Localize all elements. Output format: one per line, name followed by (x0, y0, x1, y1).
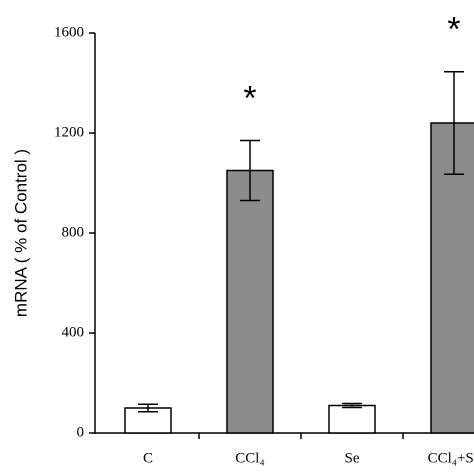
y-tick-label: 800 (62, 224, 85, 240)
x-tick-label: Se (345, 450, 360, 466)
y-tick-label: 1200 (54, 124, 84, 140)
y-tick-label: 400 (62, 324, 85, 340)
x-tick-label: C (143, 450, 153, 466)
significance-mark: * (447, 11, 460, 49)
bar (226, 169, 274, 434)
x-tick-label: CCl₄ (235, 450, 264, 466)
y-axis-label: mRNA ( % of Control ) (11, 149, 30, 317)
x-tick-label: CCl₄+Se (428, 450, 474, 466)
bar (430, 122, 474, 434)
y-tick-label: 1600 (54, 24, 84, 40)
y-tick-label: 0 (77, 424, 85, 440)
bar (328, 404, 376, 434)
significance-mark: * (243, 79, 256, 117)
